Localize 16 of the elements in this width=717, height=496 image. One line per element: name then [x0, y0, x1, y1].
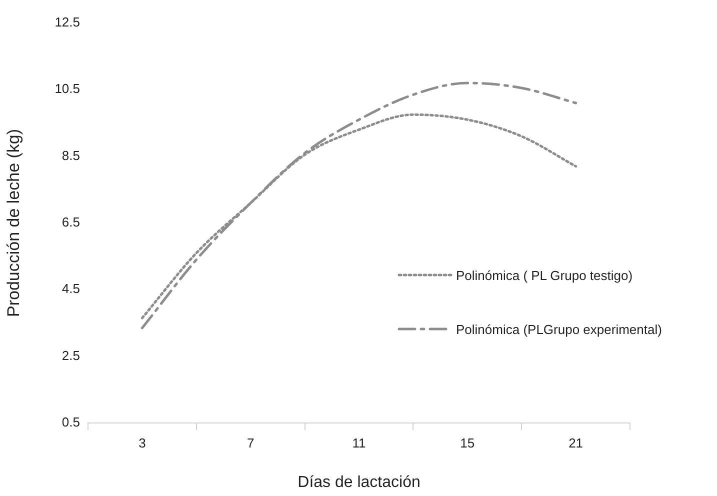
- x-tick-label: 7: [246, 435, 254, 450]
- y-tick-label: 6.5: [62, 214, 80, 230]
- x-tick-label: 21: [568, 435, 584, 450]
- y-tick-label: 0.5: [62, 414, 80, 430]
- y-axis-title: Producción de leche (kg): [4, 128, 23, 318]
- y-tick-label: 10.5: [54, 81, 80, 96]
- y-tick-label: 8.5: [62, 148, 80, 163]
- x-tick-label: 3: [138, 435, 146, 450]
- y-tick-label: 2.5: [62, 348, 80, 363]
- legend-label: Polinómica (PLGrupo experimental): [456, 322, 662, 336]
- x-tick-label: 15: [460, 435, 475, 450]
- y-tick-label: 4.5: [62, 281, 80, 296]
- y-tick-label: 12.5: [54, 14, 80, 30]
- x-tick-label: 11: [352, 435, 366, 450]
- legend-label: Polinómica ( PL Grupo testigo): [456, 268, 633, 282]
- x-axis-title: Días de lactación: [298, 474, 420, 491]
